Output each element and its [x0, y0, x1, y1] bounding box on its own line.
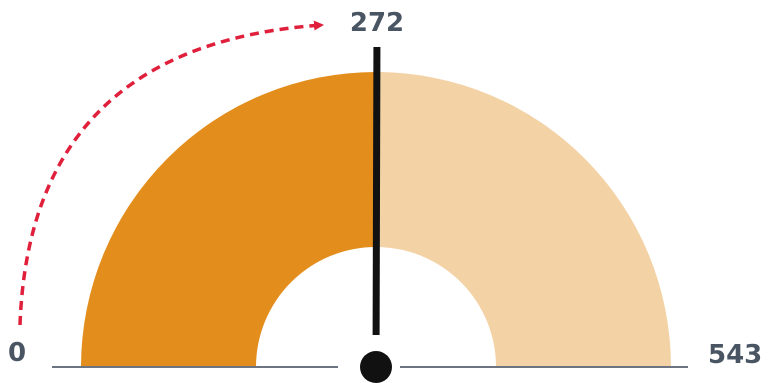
value-label: 272 [350, 8, 404, 38]
needle-hub [360, 351, 392, 383]
gauge-needle [372, 46, 381, 336]
min-label: 0 [8, 338, 26, 368]
gauge-arc-filled [81, 71, 377, 367]
max-label: 543 [708, 340, 762, 370]
gauge-arc-remaining [376, 72, 671, 368]
